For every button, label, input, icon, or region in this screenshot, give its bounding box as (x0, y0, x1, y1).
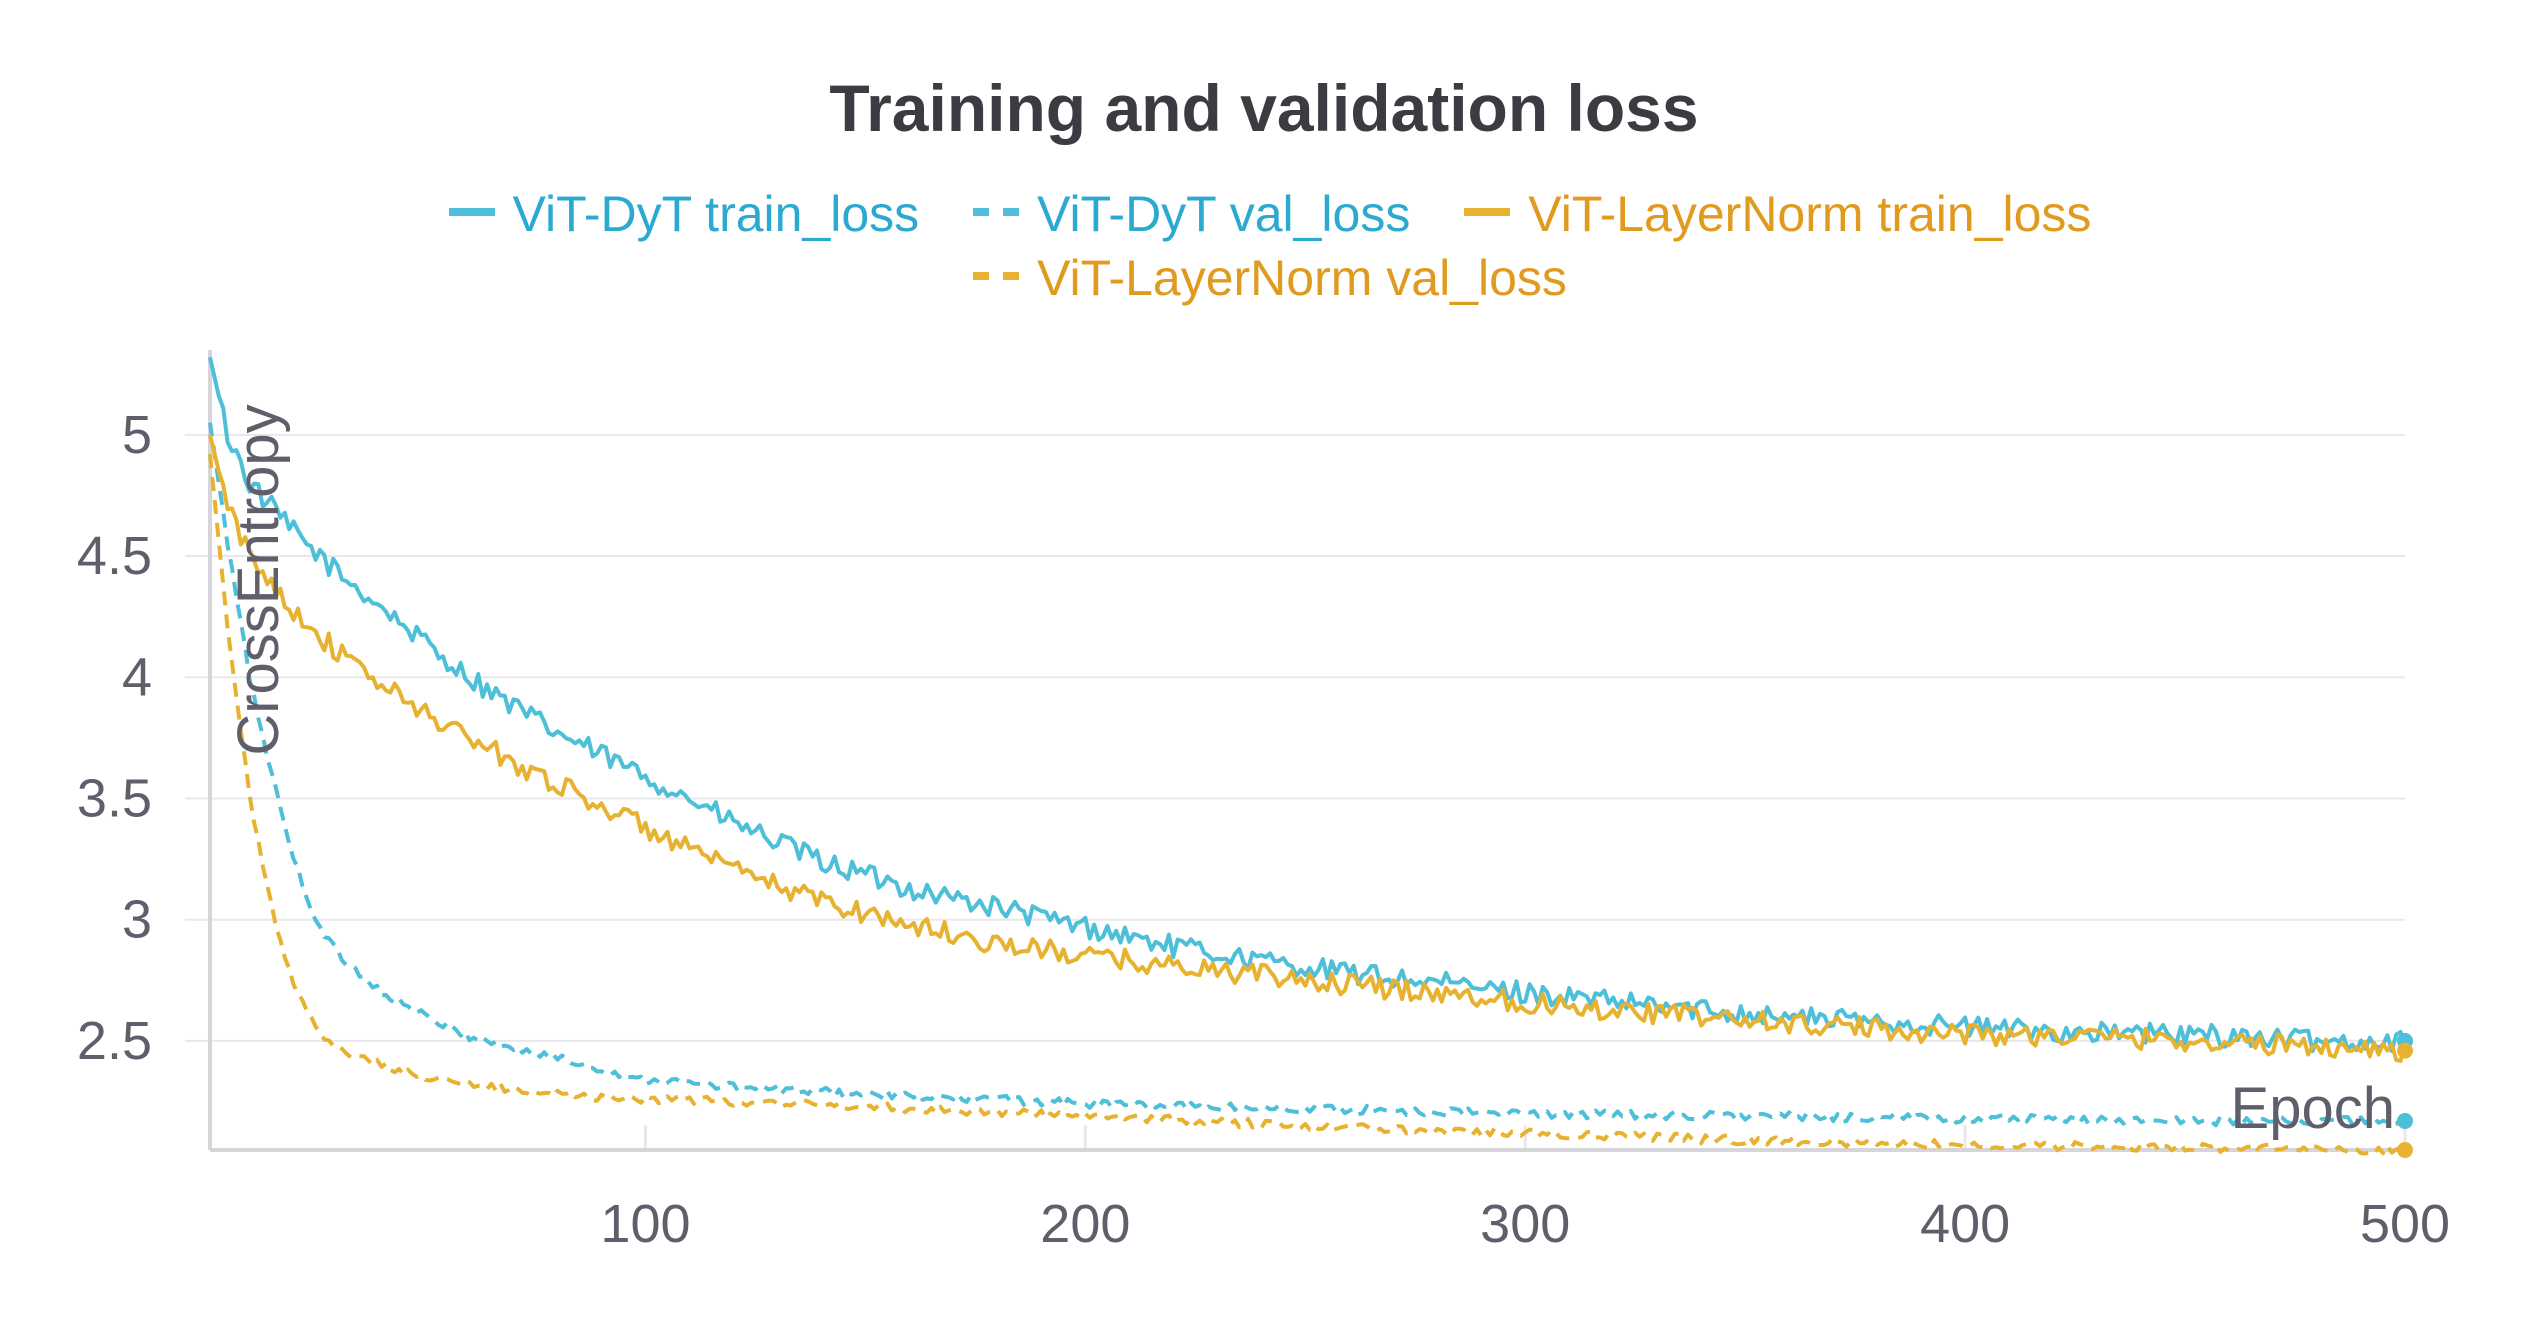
series-lines (208, 356, 2407, 1156)
legend-swatch-dyt-val (973, 207, 1020, 216)
chart-title: Training and validation loss (829, 71, 1699, 145)
legend-label: ViT-DyT train_loss (512, 186, 920, 242)
legend-swatch-dyt-train (448, 207, 495, 216)
series-endpoints (2397, 1032, 2413, 1158)
legend-swatch-ln-train (1464, 207, 1511, 216)
legend-label: ViT-LayerNorm val_loss (1037, 250, 1567, 306)
x-tick-label: 300 (1480, 1194, 1570, 1254)
y-tick-label: 2.5 (77, 1011, 152, 1071)
series-line-2 (208, 434, 2407, 1063)
legend-item-dyt-train[interactable]: ViT-DyT train_loss (448, 182, 920, 246)
legend-swatch-ln-val (973, 271, 1020, 280)
legend-item-ln-train[interactable]: ViT-LayerNorm train_loss (1464, 182, 2091, 246)
series-line-1 (208, 422, 2406, 1128)
legend: ViT-DyT train_loss ViT-DyT val_loss ViT-… (380, 182, 2160, 310)
series-endpoint-2 (2397, 1042, 2413, 1059)
x-tick-label: 500 (2360, 1194, 2450, 1254)
legend-item-dyt-val[interactable]: ViT-DyT val_loss (973, 182, 1410, 246)
x-axis-title: Epoch (2231, 1076, 2395, 1141)
y-axis-title: CrossEntropy (226, 404, 291, 755)
series-endpoint-3 (2397, 1142, 2413, 1158)
tick-labels: 2.5 3 3.5 4 4.5 5 100 200 300 400 500 (77, 405, 2450, 1254)
x-tick-label: 200 (1040, 1194, 1130, 1254)
series-line-0 (208, 356, 2407, 1053)
x-tick-label: 100 (600, 1194, 690, 1254)
y-tick-label: 3 (122, 890, 152, 950)
y-tick-label: 3.5 (77, 768, 152, 828)
y-tick-label: 4 (122, 647, 152, 707)
x-tick-label: 400 (1920, 1194, 2010, 1254)
axes (208, 350, 2405, 1152)
legend-item-ln-val[interactable]: ViT-LayerNorm val_loss (973, 246, 1567, 310)
y-tick-label: 5 (122, 405, 152, 465)
series-endpoint-1 (2397, 1112, 2413, 1129)
legend-label: ViT-LayerNorm train_loss (1528, 186, 2092, 242)
legend-label: ViT-DyT val_loss (1037, 186, 1411, 242)
series-line-3 (208, 453, 2407, 1156)
grid-lines (185, 433, 2407, 1150)
y-tick-label: 4.5 (77, 526, 152, 586)
